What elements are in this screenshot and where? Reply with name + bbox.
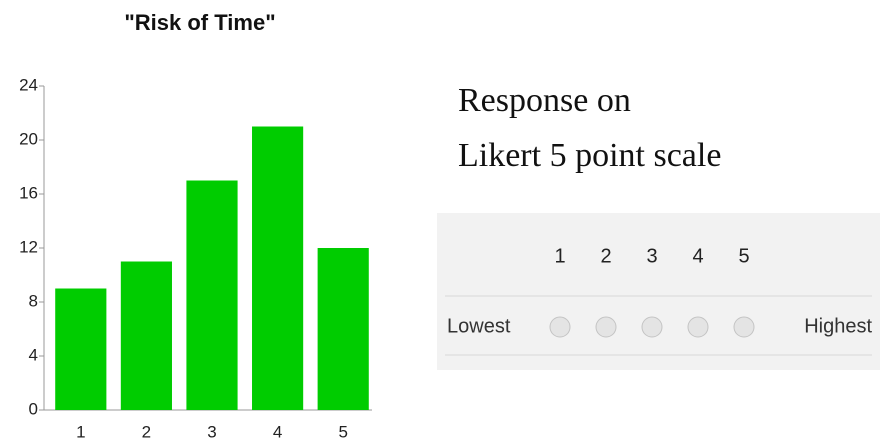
likert-panel (437, 213, 880, 370)
y-tick-label: 20 (19, 129, 38, 148)
x-tick-label: 2 (142, 422, 151, 441)
x-tick-label: 4 (273, 422, 282, 441)
likert-radio[interactable] (549, 316, 571, 338)
likert-radio[interactable] (641, 316, 663, 338)
y-tick-label: 8 (29, 291, 38, 310)
y-tick-label: 24 (19, 75, 38, 94)
y-tick-label: 16 (19, 183, 38, 202)
likert-radio[interactable] (733, 316, 755, 338)
x-tick-label: 3 (207, 422, 216, 441)
likert-scale-label: 4 (692, 245, 703, 267)
caption-line: Likert 5 point scale (458, 137, 721, 174)
likert-scale-label: 5 (738, 245, 749, 267)
y-tick-label: 12 (19, 237, 38, 256)
caption-line: Response on (458, 82, 631, 119)
likert-radio[interactable] (595, 316, 617, 338)
y-tick-label: 0 (29, 399, 38, 418)
bar (252, 126, 304, 410)
x-tick-label: 1 (76, 422, 85, 441)
likert-low-label: Lowest (447, 315, 511, 337)
x-tick-label: 5 (338, 422, 347, 441)
bar (186, 180, 238, 410)
likert-scale-label: 2 (600, 245, 611, 267)
likert-scale-label: 3 (646, 245, 657, 267)
bar (120, 261, 172, 410)
likert-high-label: Highest (804, 315, 872, 337)
likert-radio[interactable] (687, 316, 709, 338)
bar (55, 288, 107, 410)
likert-scale-label: 1 (554, 245, 565, 267)
bar (317, 248, 369, 410)
y-tick-label: 4 (29, 345, 38, 364)
chart-title: "Risk of Time" (124, 10, 275, 35)
